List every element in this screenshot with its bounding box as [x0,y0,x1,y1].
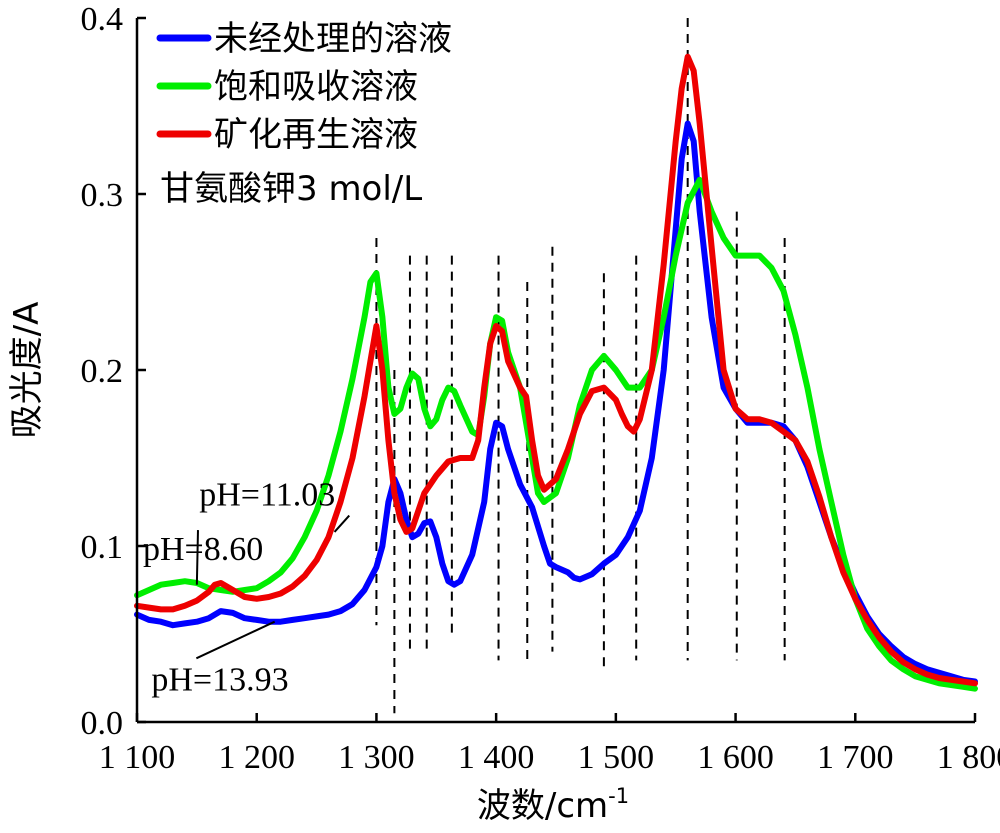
y-tick-label-1: 0.1 [81,529,124,566]
ph-annotation-leader-1 [195,530,199,585]
x-tick-label-1: 1 200 [218,739,295,776]
x-tick-label-7: 1 800 [937,739,1000,776]
reference-lines [375,18,786,714]
x-tick-label-6: 1 700 [817,739,894,776]
x-tick-label-5: 1 600 [697,739,774,776]
legend-label-2: 矿化再生溶液 [214,115,418,155]
y-tick-labels: 0.0 0.1 0.2 0.3 0.4 [81,1,146,742]
legend-note: 甘氨酸钾3 mol/L [160,169,422,209]
ph-annotation-leader-0 [333,514,350,533]
legend-label-1: 饱和吸收溶液 [214,67,418,107]
y-tick-label-4: 0.4 [81,1,124,38]
x-tick-label-4: 1 500 [578,739,655,776]
y-axis-title: 吸光度/A [7,302,47,439]
x-tick-label-0: 1 100 [99,739,176,776]
series-lines [134,53,978,692]
series-line-1 [134,176,978,692]
ph-annotation-leader-2 [195,620,276,660]
x-axis-title: 波数/cm-1 [477,784,629,826]
ph-annotations: pH=11.03 pH=8.60 pH=13.93 [143,477,350,698]
x-tick-label-2: 1 300 [338,739,415,776]
ph-annotation-2: pH=13.93 [151,661,288,698]
series-line-2 [134,53,978,687]
x-tick-label-3: 1 400 [458,739,535,776]
y-tick-label-0: 0.0 [81,705,124,742]
ph-annotation-1: pH=8.60 [143,531,263,568]
y-tick-label-2: 0.2 [81,353,124,390]
x-tick-labels: 1 100 1 200 1 300 1 400 1 500 1 600 1 700 1 800 [99,713,1000,776]
ph-annotation-0: pH=11.03 [199,477,335,514]
y-tick-label-3: 0.3 [81,177,124,214]
legend-label-0: 未经处理的溶液 [214,19,452,59]
